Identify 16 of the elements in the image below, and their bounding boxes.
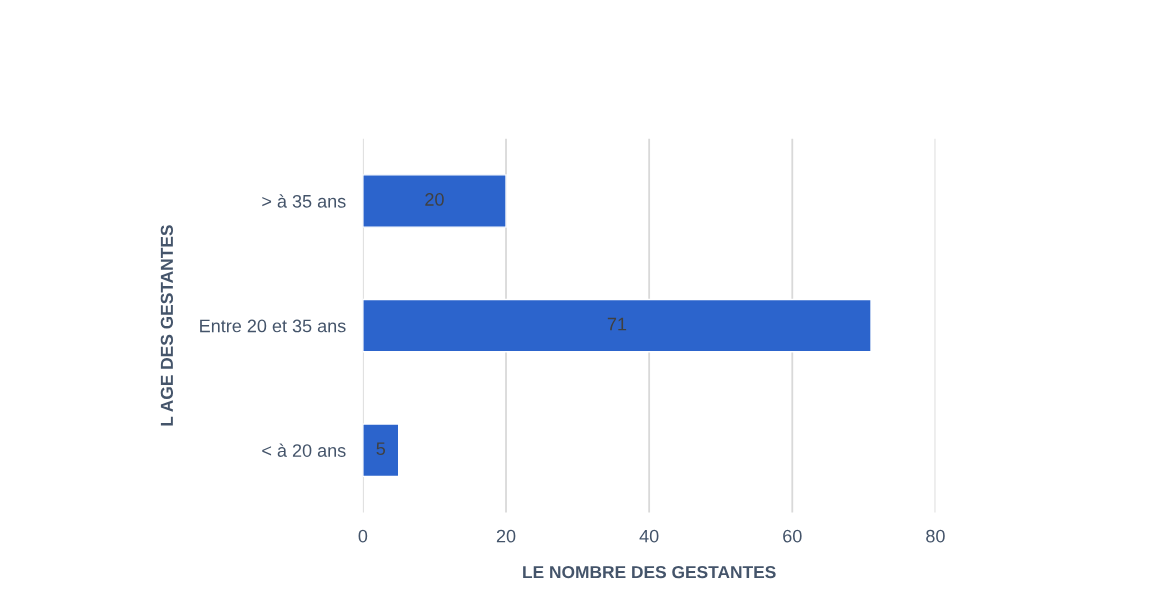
x-tick-label: 80 bbox=[926, 529, 945, 543]
x-tick-label: 60 bbox=[783, 529, 802, 543]
x-axis-title: LE NOMBRE DES GESTANTES bbox=[523, 565, 776, 579]
y-tick-label: < à 20 ans bbox=[262, 443, 346, 457]
bar bbox=[362, 298, 872, 353]
y-tick-label: Entre 20 et 35 ans bbox=[200, 319, 346, 333]
x-tick-label: 40 bbox=[639, 529, 659, 543]
y-tick-label: > à 35 ans bbox=[262, 194, 346, 208]
data-label: 71 bbox=[607, 317, 627, 331]
bar bbox=[362, 423, 400, 478]
x-tick-label: 20 bbox=[496, 529, 516, 543]
x-tick-label: 0 bbox=[358, 529, 368, 543]
data-label: 20 bbox=[425, 193, 444, 206]
data-label: 5 bbox=[376, 442, 386, 456]
y-axis-title: L AGE DES GESTANTES bbox=[160, 225, 174, 426]
bar bbox=[362, 174, 507, 228]
